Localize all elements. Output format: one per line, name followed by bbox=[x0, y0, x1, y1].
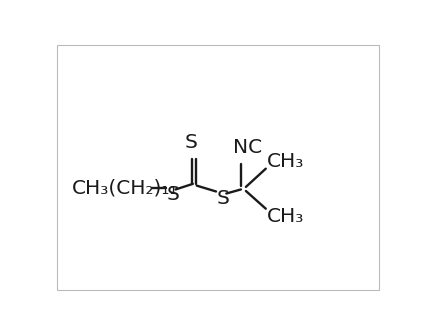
Text: S: S bbox=[185, 133, 198, 152]
Text: NC: NC bbox=[233, 138, 262, 157]
Text: S: S bbox=[166, 185, 179, 204]
Text: CH₃: CH₃ bbox=[267, 152, 304, 171]
Text: CH₃(CH₂)₁₁: CH₃(CH₂)₁₁ bbox=[72, 178, 178, 197]
Text: CH₃: CH₃ bbox=[267, 207, 304, 226]
Text: S: S bbox=[217, 189, 229, 208]
